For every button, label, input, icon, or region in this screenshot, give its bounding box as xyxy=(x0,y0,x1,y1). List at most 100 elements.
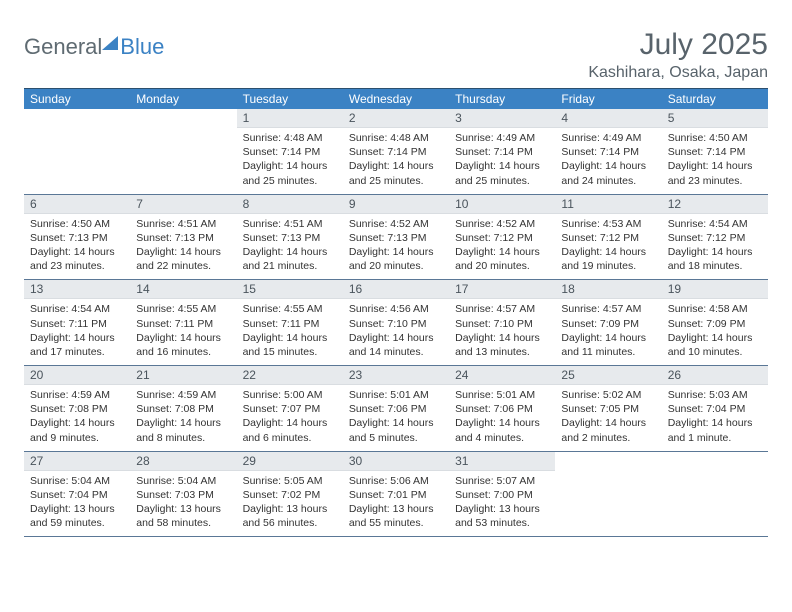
day-cell xyxy=(555,452,661,537)
calendar-grid: SundayMondayTuesdayWednesdayThursdayFrid… xyxy=(24,88,768,537)
day-number: 21 xyxy=(130,366,236,385)
brand-logo: General Blue xyxy=(24,28,164,60)
daylight-line: Daylight: 13 hours and 58 minutes. xyxy=(136,502,230,530)
calendar-page: General Blue July 2025 Kashihara, Osaka,… xyxy=(0,0,792,537)
sunrise-line: Sunrise: 4:50 AM xyxy=(30,217,124,231)
day-cell xyxy=(24,109,130,194)
sunrise-line: Sunrise: 4:59 AM xyxy=(30,388,124,402)
day-of-week-header: SundayMondayTuesdayWednesdayThursdayFrid… xyxy=(24,89,768,109)
sunset-line: Sunset: 7:01 PM xyxy=(349,488,443,502)
daylight-line: Daylight: 14 hours and 2 minutes. xyxy=(561,416,655,444)
sunset-line: Sunset: 7:13 PM xyxy=(243,231,337,245)
day-cell: 7Sunrise: 4:51 AMSunset: 7:13 PMDaylight… xyxy=(130,195,236,280)
day-body: Sunrise: 4:51 AMSunset: 7:13 PMDaylight:… xyxy=(130,214,236,280)
day-body: Sunrise: 4:54 AMSunset: 7:12 PMDaylight:… xyxy=(662,214,768,280)
sunrise-line: Sunrise: 4:50 AM xyxy=(668,131,762,145)
day-body: Sunrise: 5:00 AMSunset: 7:07 PMDaylight:… xyxy=(237,385,343,451)
day-cell xyxy=(130,109,236,194)
sunset-line: Sunset: 7:09 PM xyxy=(668,317,762,331)
week-row: 1Sunrise: 4:48 AMSunset: 7:14 PMDaylight… xyxy=(24,109,768,195)
sunset-line: Sunset: 7:14 PM xyxy=(668,145,762,159)
day-number: 11 xyxy=(555,195,661,214)
day-body: Sunrise: 4:51 AMSunset: 7:13 PMDaylight:… xyxy=(237,214,343,280)
day-body: Sunrise: 4:57 AMSunset: 7:10 PMDaylight:… xyxy=(449,299,555,365)
sunset-line: Sunset: 7:05 PM xyxy=(561,402,655,416)
day-cell: 29Sunrise: 5:05 AMSunset: 7:02 PMDayligh… xyxy=(237,452,343,537)
day-cell: 23Sunrise: 5:01 AMSunset: 7:06 PMDayligh… xyxy=(343,366,449,451)
sunrise-line: Sunrise: 4:52 AM xyxy=(455,217,549,231)
day-body: Sunrise: 5:05 AMSunset: 7:02 PMDaylight:… xyxy=(237,471,343,537)
day-cell: 28Sunrise: 5:04 AMSunset: 7:03 PMDayligh… xyxy=(130,452,236,537)
dow-saturday: Saturday xyxy=(662,89,768,109)
day-cell: 16Sunrise: 4:56 AMSunset: 7:10 PMDayligh… xyxy=(343,280,449,365)
day-cell: 31Sunrise: 5:07 AMSunset: 7:00 PMDayligh… xyxy=(449,452,555,537)
month-title: July 2025 xyxy=(588,28,768,62)
sunset-line: Sunset: 7:09 PM xyxy=(561,317,655,331)
day-body: Sunrise: 4:55 AMSunset: 7:11 PMDaylight:… xyxy=(130,299,236,365)
day-cell: 18Sunrise: 4:57 AMSunset: 7:09 PMDayligh… xyxy=(555,280,661,365)
day-cell: 8Sunrise: 4:51 AMSunset: 7:13 PMDaylight… xyxy=(237,195,343,280)
sunset-line: Sunset: 7:08 PM xyxy=(30,402,124,416)
sunrise-line: Sunrise: 4:56 AM xyxy=(349,302,443,316)
day-body: Sunrise: 4:49 AMSunset: 7:14 PMDaylight:… xyxy=(555,128,661,194)
day-number: 4 xyxy=(555,109,661,128)
dow-thursday: Thursday xyxy=(449,89,555,109)
dow-friday: Friday xyxy=(555,89,661,109)
sunset-line: Sunset: 7:13 PM xyxy=(136,231,230,245)
sunrise-line: Sunrise: 5:06 AM xyxy=(349,474,443,488)
day-body: Sunrise: 5:07 AMSunset: 7:00 PMDaylight:… xyxy=(449,471,555,537)
sunrise-line: Sunrise: 5:01 AM xyxy=(349,388,443,402)
daylight-line: Daylight: 14 hours and 25 minutes. xyxy=(243,159,337,187)
day-cell xyxy=(662,452,768,537)
sunset-line: Sunset: 7:11 PM xyxy=(30,317,124,331)
day-number: 27 xyxy=(24,452,130,471)
sunrise-line: Sunrise: 5:05 AM xyxy=(243,474,337,488)
sunrise-line: Sunrise: 4:58 AM xyxy=(668,302,762,316)
daylight-line: Daylight: 14 hours and 16 minutes. xyxy=(136,331,230,359)
daylight-line: Daylight: 13 hours and 59 minutes. xyxy=(30,502,124,530)
day-body: Sunrise: 4:48 AMSunset: 7:14 PMDaylight:… xyxy=(343,128,449,194)
daylight-line: Daylight: 14 hours and 21 minutes. xyxy=(243,245,337,273)
dow-sunday: Sunday xyxy=(24,89,130,109)
day-cell: 10Sunrise: 4:52 AMSunset: 7:12 PMDayligh… xyxy=(449,195,555,280)
day-number: 6 xyxy=(24,195,130,214)
day-number: 10 xyxy=(449,195,555,214)
sunrise-line: Sunrise: 4:49 AM xyxy=(561,131,655,145)
sunset-line: Sunset: 7:11 PM xyxy=(136,317,230,331)
day-number: 26 xyxy=(662,366,768,385)
day-cell: 19Sunrise: 4:58 AMSunset: 7:09 PMDayligh… xyxy=(662,280,768,365)
day-cell: 30Sunrise: 5:06 AMSunset: 7:01 PMDayligh… xyxy=(343,452,449,537)
day-cell: 21Sunrise: 4:59 AMSunset: 7:08 PMDayligh… xyxy=(130,366,236,451)
day-body: Sunrise: 4:59 AMSunset: 7:08 PMDaylight:… xyxy=(24,385,130,451)
daylight-line: Daylight: 14 hours and 19 minutes. xyxy=(561,245,655,273)
daylight-line: Daylight: 14 hours and 5 minutes. xyxy=(349,416,443,444)
sunrise-line: Sunrise: 4:55 AM xyxy=(136,302,230,316)
day-number: 22 xyxy=(237,366,343,385)
sunrise-line: Sunrise: 4:54 AM xyxy=(30,302,124,316)
daylight-line: Daylight: 14 hours and 24 minutes. xyxy=(561,159,655,187)
day-body: Sunrise: 4:58 AMSunset: 7:09 PMDaylight:… xyxy=(662,299,768,365)
sunrise-line: Sunrise: 5:03 AM xyxy=(668,388,762,402)
day-cell: 12Sunrise: 4:54 AMSunset: 7:12 PMDayligh… xyxy=(662,195,768,280)
sunrise-line: Sunrise: 4:59 AM xyxy=(136,388,230,402)
day-body: Sunrise: 4:52 AMSunset: 7:13 PMDaylight:… xyxy=(343,214,449,280)
day-cell: 14Sunrise: 4:55 AMSunset: 7:11 PMDayligh… xyxy=(130,280,236,365)
daylight-line: Daylight: 14 hours and 23 minutes. xyxy=(668,159,762,187)
day-body: Sunrise: 5:06 AMSunset: 7:01 PMDaylight:… xyxy=(343,471,449,537)
day-cell: 3Sunrise: 4:49 AMSunset: 7:14 PMDaylight… xyxy=(449,109,555,194)
day-cell: 2Sunrise: 4:48 AMSunset: 7:14 PMDaylight… xyxy=(343,109,449,194)
sunset-line: Sunset: 7:06 PM xyxy=(455,402,549,416)
sunset-line: Sunset: 7:14 PM xyxy=(455,145,549,159)
sunset-line: Sunset: 7:00 PM xyxy=(455,488,549,502)
day-number: 2 xyxy=(343,109,449,128)
day-number: 7 xyxy=(130,195,236,214)
day-number: 9 xyxy=(343,195,449,214)
day-body: Sunrise: 4:54 AMSunset: 7:11 PMDaylight:… xyxy=(24,299,130,365)
day-cell: 17Sunrise: 4:57 AMSunset: 7:10 PMDayligh… xyxy=(449,280,555,365)
week-row: 6Sunrise: 4:50 AMSunset: 7:13 PMDaylight… xyxy=(24,195,768,281)
daylight-line: Daylight: 14 hours and 25 minutes. xyxy=(455,159,549,187)
day-body: Sunrise: 4:49 AMSunset: 7:14 PMDaylight:… xyxy=(449,128,555,194)
sunset-line: Sunset: 7:13 PM xyxy=(349,231,443,245)
sunrise-line: Sunrise: 4:53 AM xyxy=(561,217,655,231)
sunrise-line: Sunrise: 5:04 AM xyxy=(30,474,124,488)
